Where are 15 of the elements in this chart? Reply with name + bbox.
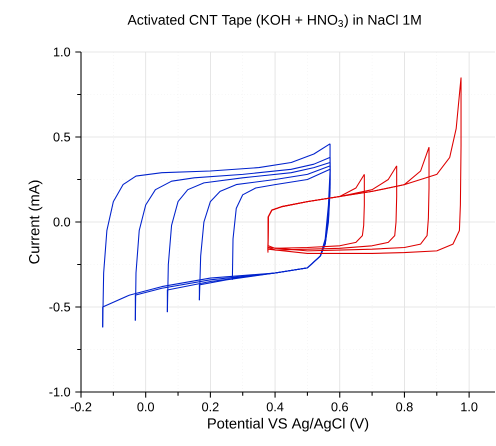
x-tick-label: 0.2: [202, 402, 219, 412]
x-tick-label: 0.8: [396, 402, 413, 412]
chart-title: Activated CNT Tape (KOH + HNO$_{3}$) in NaCl 1M: [128, 14, 421, 28]
x-axis-title: Potential VS Ag/AgCl (V): [208, 418, 368, 432]
x-tick-label: 0.6: [331, 402, 348, 412]
y-tick-label: 0.0: [54, 218, 70, 226]
x-tick-label: 1.0: [461, 402, 478, 412]
x-tick-label: 0.0: [137, 402, 154, 412]
y-tick-label: 1.0: [54, 48, 70, 56]
y-tick-label: 0.5: [54, 132, 70, 142]
y-tick-label: -0.5: [49, 302, 70, 312]
x-tick-label: -0.2: [70, 402, 92, 412]
y-axis-title: Current (mA): [28, 180, 42, 264]
x-tick-label: 0.4: [266, 402, 284, 412]
y-tick-label: -1.0: [49, 388, 70, 396]
